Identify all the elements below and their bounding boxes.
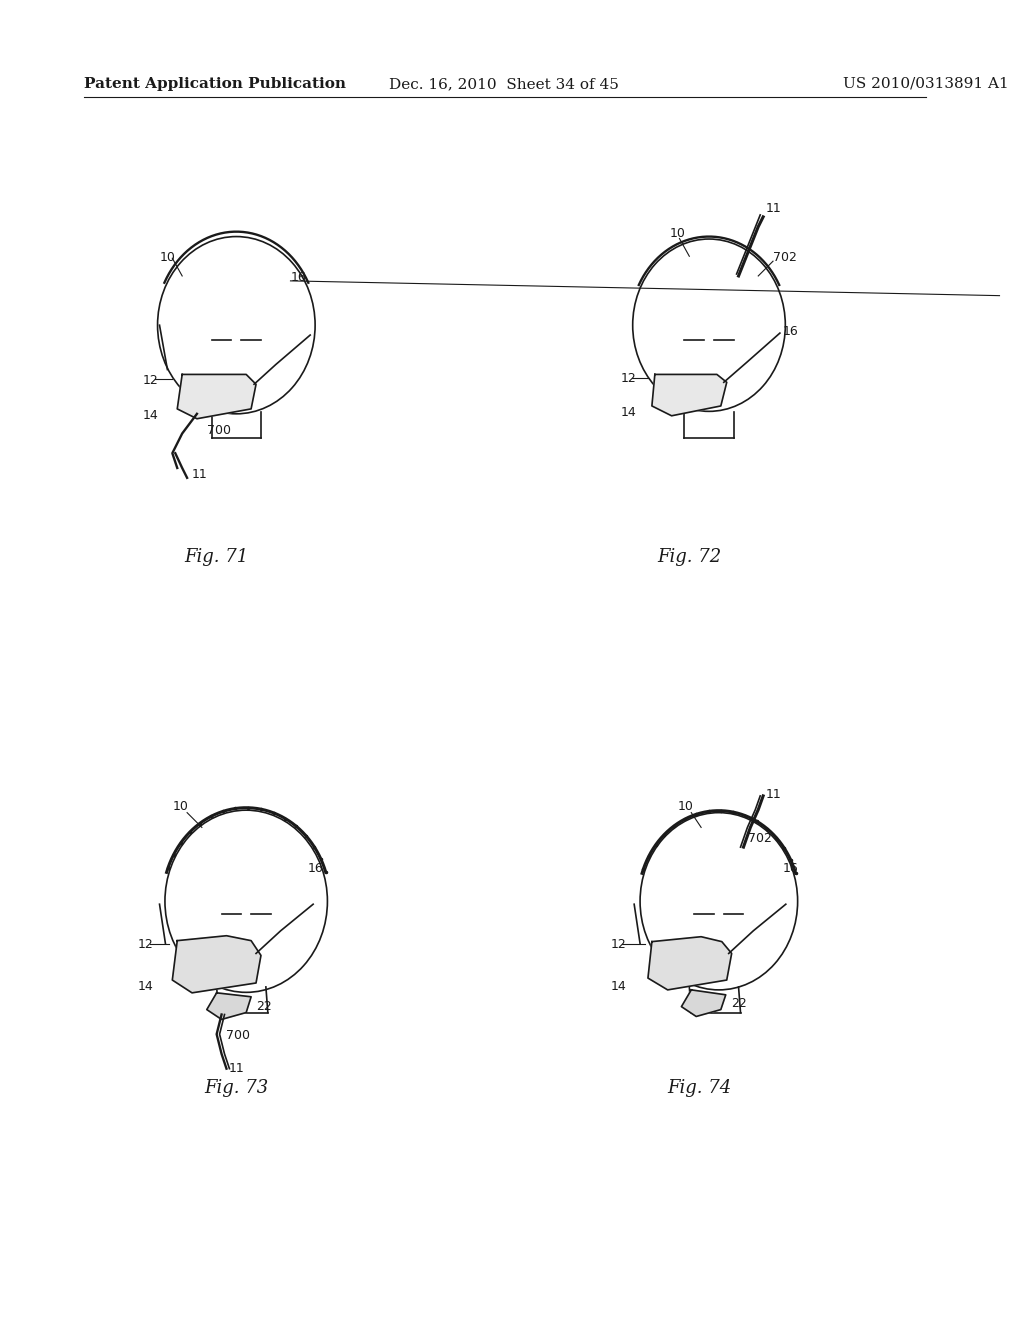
Text: Fig. 74: Fig. 74 — [667, 1080, 731, 1097]
Text: 700: 700 — [207, 424, 230, 437]
Text: 16: 16 — [291, 271, 306, 284]
Text: 16: 16 — [783, 325, 799, 338]
Polygon shape — [681, 990, 726, 1016]
Text: Patent Application Publication: Patent Application Publication — [84, 77, 346, 91]
Polygon shape — [177, 375, 256, 418]
Text: 22: 22 — [256, 999, 271, 1012]
Text: 700: 700 — [226, 1030, 251, 1041]
Text: Dec. 16, 2010  Sheet 34 of 45: Dec. 16, 2010 Sheet 34 of 45 — [389, 77, 620, 91]
Text: 16: 16 — [307, 862, 323, 875]
Polygon shape — [648, 937, 732, 990]
Text: 14: 14 — [621, 405, 636, 418]
Text: Fig. 71: Fig. 71 — [184, 548, 249, 565]
Text: 10: 10 — [670, 227, 685, 239]
Text: 14: 14 — [142, 409, 159, 422]
Text: 10: 10 — [678, 800, 693, 813]
Text: 11: 11 — [766, 788, 782, 801]
Text: US 2010/0313891 A1: US 2010/0313891 A1 — [843, 77, 1009, 91]
Text: 12: 12 — [138, 937, 154, 950]
Text: 10: 10 — [172, 800, 188, 813]
Text: 702: 702 — [773, 251, 797, 264]
Text: 12: 12 — [610, 937, 627, 950]
Text: 14: 14 — [138, 979, 154, 993]
Text: 11: 11 — [228, 1061, 244, 1074]
Polygon shape — [207, 993, 251, 1019]
Text: 11: 11 — [193, 467, 208, 480]
Text: 12: 12 — [621, 372, 636, 385]
Text: Fig. 73: Fig. 73 — [204, 1080, 268, 1097]
Text: 10: 10 — [160, 251, 175, 264]
Text: 14: 14 — [610, 979, 627, 993]
Polygon shape — [652, 375, 727, 416]
Text: Fig. 72: Fig. 72 — [657, 548, 722, 565]
Text: 702: 702 — [749, 832, 772, 845]
Text: 22: 22 — [731, 997, 746, 1010]
Polygon shape — [172, 936, 261, 993]
Text: 16: 16 — [783, 862, 799, 875]
Text: 11: 11 — [766, 202, 782, 215]
Text: 12: 12 — [142, 375, 159, 387]
